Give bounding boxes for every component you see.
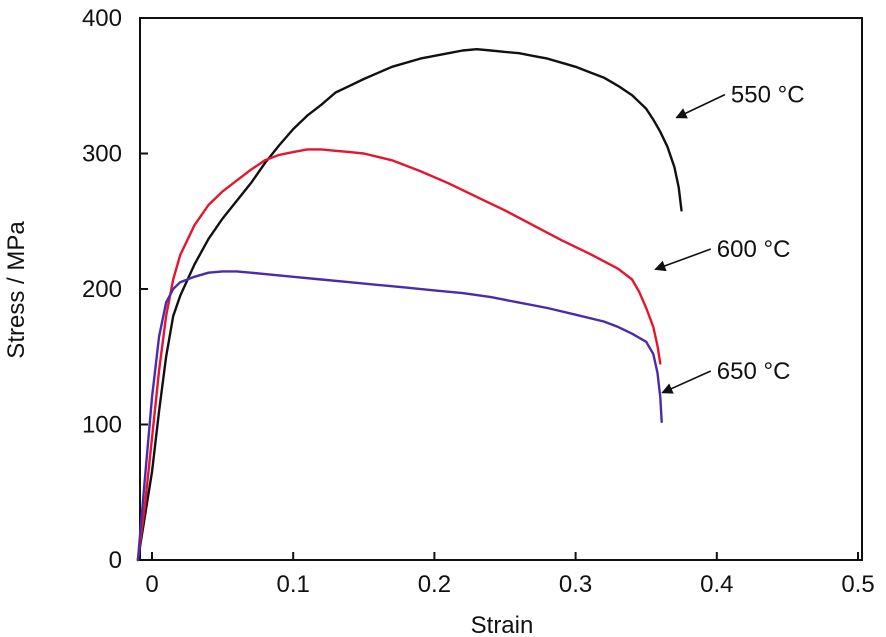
series-labels: 550 °C 600 °C 650 °C (654, 82, 805, 394)
y-tick-label: 0 (109, 547, 122, 574)
y-tick-label: 200 (82, 276, 122, 303)
series-line-0 (136, 48, 683, 562)
x-axis: 0 0.1 0.2 0.3 0.4 0.5 (145, 552, 875, 598)
series-layer (136, 48, 683, 562)
series-label-0: 550 °C (731, 82, 805, 109)
y-axis: 0 100 200 300 400 (82, 5, 148, 574)
x-tick-label: 0.1 (277, 571, 310, 598)
series-label-arrow-1 (654, 248, 712, 272)
x-tick-label: 0.2 (418, 571, 451, 598)
y-tick-label: 400 (82, 5, 122, 32)
series-line-2 (136, 270, 663, 562)
x-tick-label: 0 (145, 571, 158, 598)
y-tick-label: 100 (82, 412, 122, 439)
series-line-1 (136, 148, 662, 562)
series-label-2: 650 °C (717, 358, 791, 385)
x-tick-label: 0.5 (841, 571, 874, 598)
x-tick-label: 0.4 (700, 571, 733, 598)
y-tick-label: 300 (82, 141, 122, 168)
x-tick-label: 0.3 (559, 571, 592, 598)
series-label-arrow-2 (661, 370, 712, 394)
series-label-1: 600 °C (717, 236, 791, 263)
series-label-arrow-0 (675, 93, 726, 119)
y-axis-title: Stress / MPa (3, 221, 30, 359)
x-axis-title: Strain (471, 612, 534, 637)
